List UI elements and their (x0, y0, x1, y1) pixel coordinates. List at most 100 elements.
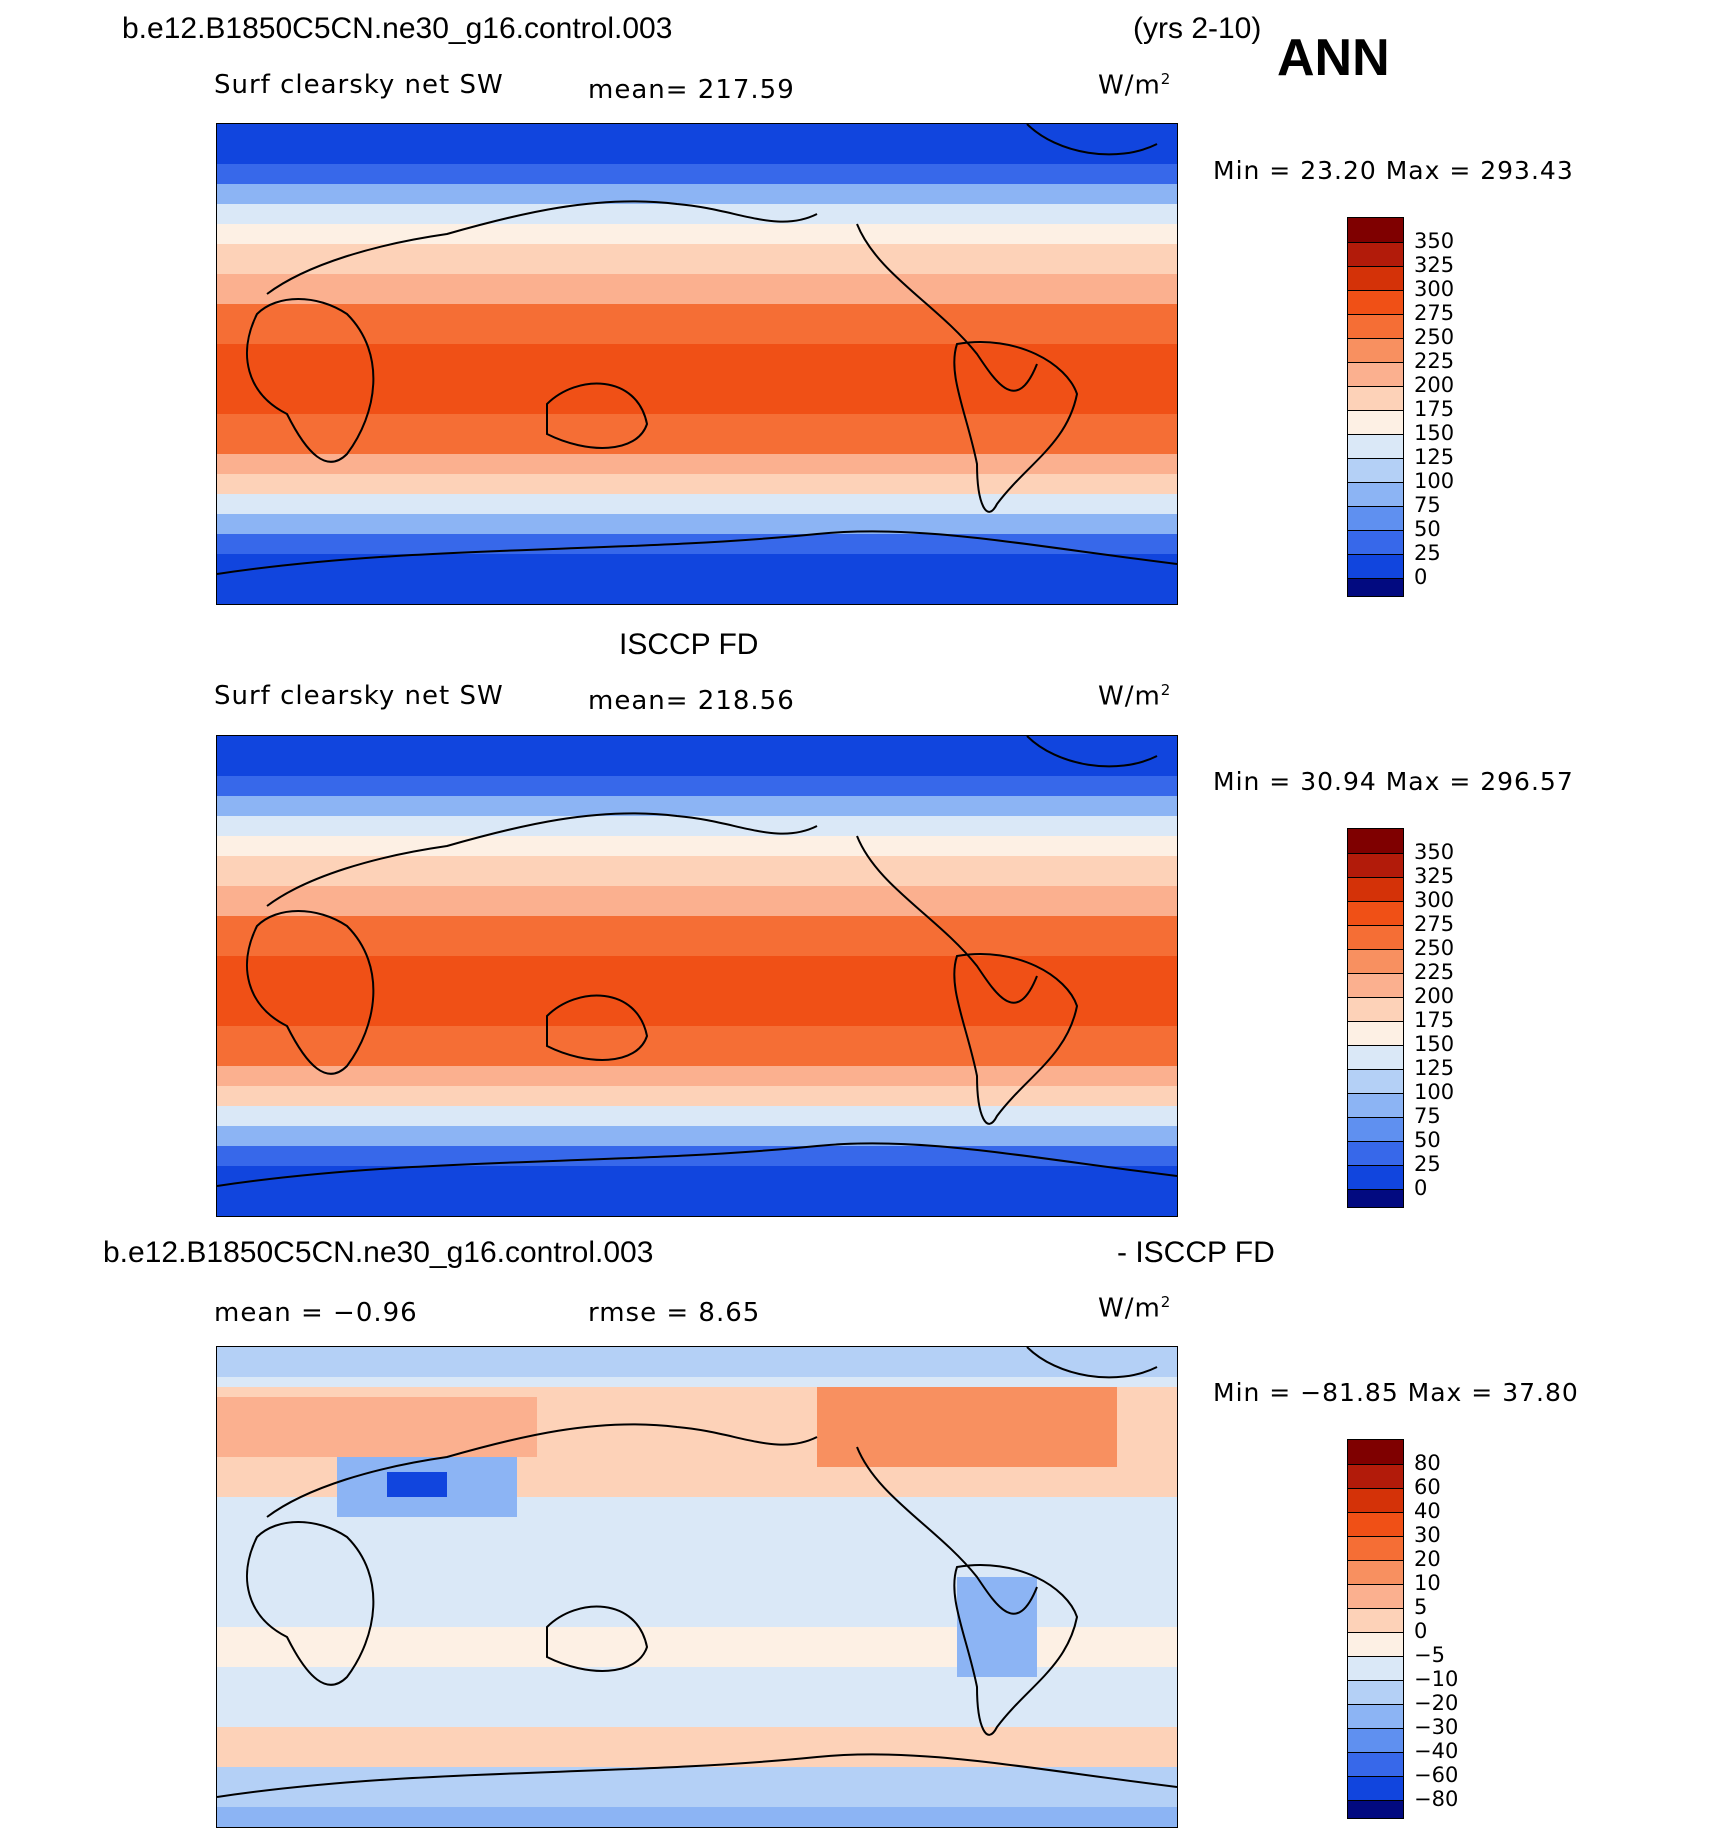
colorbar-tick-label: 125 (1414, 1056, 1455, 1080)
colorbar-tick-label: 50 (1414, 517, 1441, 541)
colorbar-tick-label: 100 (1414, 1080, 1455, 1104)
panel2-colorbar-box (1348, 1093, 1403, 1117)
coastlines (217, 736, 1177, 1187)
colorbar-tick-label: −20 (1414, 1691, 1459, 1715)
panel2-colorbar-box (1348, 973, 1403, 997)
panel2-colorbar-box (1348, 901, 1403, 925)
colorbar-tick-label: 60 (1414, 1475, 1441, 1499)
panel1-variable-label: Surf clearsky net SW (214, 70, 504, 100)
panel2-colorbar-box (1348, 1069, 1403, 1093)
panel1-mean-label: mean= 217.59 (588, 75, 795, 105)
panel1-colorbar-box (1348, 266, 1403, 290)
panel1-colorbar-box (1348, 314, 1403, 338)
panel1-map (216, 123, 1178, 605)
colorbar-tick-label: 200 (1414, 373, 1455, 397)
panel1-map-field (217, 124, 1177, 604)
colorbar-tick-label: 300 (1414, 277, 1455, 301)
panel2-units-label: W/m2 (1098, 681, 1172, 712)
panel2-colorbar-box (1348, 1117, 1403, 1141)
panel2-colorbar (1347, 828, 1404, 1208)
panel1-minmax: Min = 23.20 Max = 293.43 (1213, 156, 1574, 185)
panel3-colorbar-box (1348, 1680, 1403, 1704)
panel1-colorbar-box (1348, 530, 1403, 554)
panel2-colorbar-box (1348, 853, 1403, 877)
panel3-colorbar-box (1348, 1440, 1403, 1464)
panel1-colorbar-box (1348, 386, 1403, 410)
colorbar-tick-label: 40 (1414, 1499, 1441, 1523)
panel2-colorbar-box (1348, 829, 1403, 853)
panel3-colorbar-box (1348, 1512, 1403, 1536)
colorbar-tick-label: 150 (1414, 421, 1455, 445)
colorbar-tick-label: 0 (1414, 1619, 1428, 1643)
colorbar-tick-label: 30 (1414, 1523, 1441, 1547)
panel3-colorbar-box (1348, 1704, 1403, 1728)
panel3-colorbar-box (1348, 1560, 1403, 1584)
panel1-colorbar-box (1348, 554, 1403, 578)
colorbar-tick-label: 150 (1414, 1032, 1455, 1056)
panel3-colorbar-box (1348, 1728, 1403, 1752)
panel3-colorbar-box (1348, 1464, 1403, 1488)
panel3-map (216, 1346, 1178, 1828)
panel3-units-label: W/m2 (1098, 1293, 1172, 1324)
colorbar-tick-label: 350 (1414, 229, 1455, 253)
case-name-title: b.e12.B1850C5CN.ne30_g16.control.003 (122, 12, 673, 45)
colorbar-tick-label: 200 (1414, 984, 1455, 1008)
colorbar-tick-label: 0 (1414, 565, 1428, 589)
colorbar-tick-label: 175 (1414, 397, 1455, 421)
panel3-colorbar-box (1348, 1656, 1403, 1680)
colorbar-tick-label: −5 (1414, 1643, 1445, 1667)
colorbar-tick-label: 325 (1414, 864, 1455, 888)
coastlines (217, 124, 1177, 575)
colorbar-tick-label: 75 (1414, 493, 1441, 517)
panel3-colorbar-box (1348, 1776, 1403, 1800)
years-label: (yrs 2-10) (1133, 12, 1262, 45)
panel1-colorbar-box (1348, 410, 1403, 434)
panel3-colorbar-box (1348, 1488, 1403, 1512)
panel1-colorbar-box (1348, 482, 1403, 506)
panel3-colorbar-box (1348, 1752, 1403, 1776)
panel2-colorbar-box (1348, 1045, 1403, 1069)
panel1-colorbar-box (1348, 506, 1403, 530)
colorbar-tick-label: 250 (1414, 325, 1455, 349)
panel2-colorbar-box (1348, 1021, 1403, 1045)
colorbar-tick-label: 350 (1414, 840, 1455, 864)
panel2-minmax: Min = 30.94 Max = 296.57 (1213, 767, 1574, 796)
panel2-map (216, 735, 1178, 1217)
colorbar-tick-label: −30 (1414, 1715, 1459, 1739)
panel1-colorbar-box (1348, 290, 1403, 314)
panel3-colorbar-box (1348, 1632, 1403, 1656)
panel1-colorbar-box (1348, 434, 1403, 458)
colorbar-tick-label: 75 (1414, 1104, 1441, 1128)
panel2-colorbar-box (1348, 997, 1403, 1021)
panel3-colorbar-box (1348, 1800, 1403, 1818)
panel1-colorbar (1347, 217, 1404, 597)
colorbar-tick-label: −80 (1414, 1787, 1459, 1811)
panel3-rmse-label: rmse = 8.65 (588, 1298, 761, 1328)
panel2-colorbar-box (1348, 1141, 1403, 1165)
colorbar-tick-label: 100 (1414, 469, 1455, 493)
panel2-colorbar-box (1348, 877, 1403, 901)
season-label: ANN (1277, 29, 1390, 87)
panel3-colorbar-box (1348, 1608, 1403, 1632)
panel3-mean-label: mean = −0.96 (214, 1298, 418, 1328)
panel2-colorbar-box (1348, 1189, 1403, 1207)
panel1-colorbar-box (1348, 338, 1403, 362)
panel1-colorbar-box (1348, 362, 1403, 386)
colorbar-tick-label: −10 (1414, 1667, 1459, 1691)
panel3-minmax: Min = −81.85 Max = 37.80 (1213, 1378, 1579, 1407)
panel2-variable-label: Surf clearsky net SW (214, 681, 504, 711)
colorbar-tick-label: 250 (1414, 936, 1455, 960)
colorbar-tick-label: 325 (1414, 253, 1455, 277)
panel3-title-right: - ISCCP FD (1117, 1236, 1275, 1269)
panel1-units-label: W/m2 (1098, 70, 1172, 101)
colorbar-tick-label: −40 (1414, 1739, 1459, 1763)
colorbar-tick-label: 300 (1414, 888, 1455, 912)
colorbar-tick-label: 225 (1414, 960, 1455, 984)
panel2-title: ISCCP FD (619, 628, 759, 661)
panel2-mean-label: mean= 218.56 (588, 686, 795, 716)
colorbar-tick-label: 225 (1414, 349, 1455, 373)
panel1-colorbar-box (1348, 458, 1403, 482)
colorbar-tick-label: 25 (1414, 1152, 1441, 1176)
panel1-colorbar-box (1348, 242, 1403, 266)
colorbar-tick-label: 5 (1414, 1595, 1428, 1619)
